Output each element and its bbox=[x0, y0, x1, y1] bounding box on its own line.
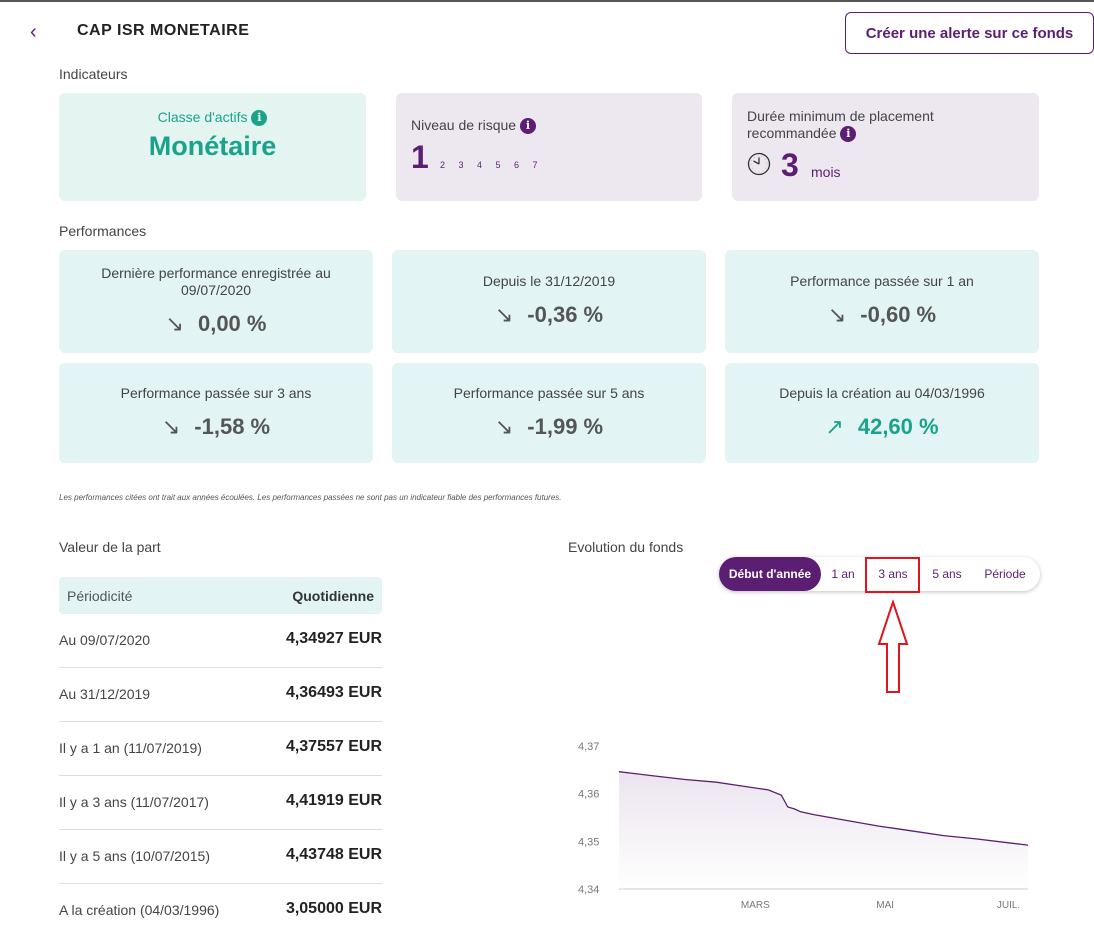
performance-value-text: -1,99 % bbox=[527, 414, 604, 439]
performance-label: Depuis la création au 04/03/1996 bbox=[779, 385, 985, 401]
y-tick-label: 4,34 bbox=[578, 884, 599, 896]
y-tick-label: 4,36 bbox=[578, 789, 599, 801]
arrow-down-right-icon: ↘ bbox=[161, 414, 181, 439]
period-3y-button[interactable]: 3 ans bbox=[878, 567, 908, 581]
asset-class-card: Classe d'actifs i Monétaire bbox=[59, 93, 366, 201]
series-line bbox=[618, 771, 1029, 846]
create-alert-button[interactable]: Créer une alerte sur ce fonds bbox=[845, 12, 1094, 54]
performances-section-label: Performances bbox=[59, 223, 147, 239]
row-value: 4,41919 EUR bbox=[285, 792, 382, 809]
performance-value-text: -0,36 % bbox=[527, 302, 604, 327]
performance-label: Depuis le 31/12/2019 bbox=[482, 273, 616, 289]
row-label: Au 09/07/2020 bbox=[59, 632, 151, 648]
asset-class-value: Monétaire bbox=[148, 131, 277, 161]
arrow-down-right-icon: ↘ bbox=[165, 311, 184, 336]
performance-card: Depuis la création au 04/03/1996 ↗ 42,60 … bbox=[725, 363, 1039, 463]
performance-value: ↘ 0,00 % bbox=[59, 311, 373, 337]
performance-value: ↗ 42,60 % bbox=[725, 414, 1039, 440]
series-area bbox=[619, 771, 1028, 889]
row-label: Il y a 5 ans (10/07/2015) bbox=[59, 848, 210, 864]
table-row: Au 31/12/2019 4,36493 EUR bbox=[59, 668, 382, 722]
table-row: A la création (04/03/1996) 3,05000 EUR bbox=[59, 884, 382, 937]
performance-card: Dernière performance enregistrée au 09/0… bbox=[59, 250, 373, 353]
asset-class-label: Classe d'actifs bbox=[157, 109, 248, 125]
min-duration-unit: mois bbox=[811, 164, 841, 180]
arrow-down-right-icon: ↘ bbox=[827, 302, 847, 327]
risk-scale-step: 7 bbox=[532, 160, 538, 170]
performance-value-text: -1,58 % bbox=[194, 414, 271, 439]
row-label: Au 31/12/2019 bbox=[59, 686, 151, 702]
indicators-section-label: Indicateurs bbox=[59, 66, 128, 82]
performance-value-text: 0,00 % bbox=[197, 311, 267, 336]
performance-value: ↘ -1,99 % bbox=[392, 414, 706, 440]
performance-label: Performance passée sur 5 ans bbox=[453, 385, 645, 401]
row-label: Il y a 3 ans (11/07/2017) bbox=[59, 794, 209, 810]
period-custom-button[interactable]: Période bbox=[984, 567, 1026, 581]
row-value: 4,34927 EUR bbox=[285, 630, 382, 647]
performance-value: ↘ -1,58 % bbox=[59, 414, 373, 440]
arrow-down-right-icon: ↘ bbox=[494, 414, 514, 439]
performance-card: Performance passée sur 5 ans ↘ -1,99 % bbox=[392, 363, 706, 463]
performance-value-text: 42,60 % bbox=[857, 414, 939, 439]
performance-disclaimer: Les performances citées ont trait aux an… bbox=[59, 493, 562, 502]
risk-scale-step: 5 bbox=[495, 160, 501, 170]
top-border bbox=[0, 0, 1094, 2]
risk-scale: 2 3 4 5 6 7 bbox=[440, 160, 551, 170]
row-label: Il y a 1 an (11/07/2019) bbox=[59, 740, 202, 756]
clock-icon bbox=[747, 152, 771, 176]
info-icon[interactable]: i bbox=[840, 126, 857, 143]
x-tick-label: MAI bbox=[876, 900, 894, 911]
table-row: Au 09/07/2020 4,34927 EUR bbox=[59, 614, 382, 668]
min-duration-value: 3 bbox=[781, 147, 799, 183]
performance-card: Performance passée sur 3 ans ↘ -1,58 % bbox=[59, 363, 373, 463]
x-tick-label: MARS bbox=[741, 900, 770, 911]
risk-level-label: Niveau de risque bbox=[411, 117, 517, 133]
min-duration-label: Durée minimum de placement recommandée bbox=[747, 108, 934, 141]
row-value: 3,05000 EUR bbox=[285, 900, 382, 917]
risk-scale-step: 6 bbox=[514, 160, 520, 170]
risk-scale-step: 3 bbox=[458, 160, 464, 170]
risk-level-card: Niveau de risque i 1 2 3 4 5 6 7 bbox=[396, 93, 702, 201]
fund-evolution-chart: 4,37 4,36 4,35 4,34 MARS MAI JUIL. bbox=[578, 741, 1029, 911]
performance-label: Dernière performance enregistrée au 09/0… bbox=[101, 265, 331, 298]
back-chevron-icon[interactable]: ‹ bbox=[30, 21, 37, 43]
y-tick-label: 4,37 bbox=[578, 741, 599, 753]
table-row: Il y a 1 an (11/07/2019) 4,37557 EUR bbox=[59, 722, 382, 776]
info-icon[interactable]: i bbox=[251, 110, 268, 127]
table-row: Il y a 3 ans (11/07/2017) 4,41919 EUR bbox=[59, 776, 382, 830]
arrow-down-right-icon: ↘ bbox=[494, 302, 514, 327]
highlight-box bbox=[865, 557, 920, 593]
performance-card: Depuis le 31/12/2019 ↘ -0,36 % bbox=[392, 250, 706, 353]
periodicity-value: Quotidienne bbox=[292, 588, 374, 604]
y-tick-label: 4,35 bbox=[578, 836, 599, 848]
risk-level-value: 1 bbox=[411, 139, 429, 175]
periodicity-label: Périodicité bbox=[67, 588, 133, 604]
row-value: 4,37557 EUR bbox=[285, 738, 382, 755]
table-row: Il y a 5 ans (10/07/2015) 4,43748 EUR bbox=[59, 830, 382, 884]
performance-card: Performance passée sur 1 an ↘ -0,60 % bbox=[725, 250, 1039, 353]
period-ytd-button[interactable]: Début d'année bbox=[719, 557, 821, 591]
min-duration-card: Durée minimum de placement recommandée i… bbox=[732, 93, 1039, 201]
fund-evolution-title: Evolution du fonds bbox=[568, 539, 684, 555]
row-value: 4,43748 EUR bbox=[285, 846, 382, 863]
share-value-title: Valeur de la part bbox=[59, 539, 161, 555]
period-5y-button[interactable]: 5 ans bbox=[932, 567, 962, 581]
row-label: A la création (04/03/1996) bbox=[59, 902, 220, 918]
row-value: 4,36493 EUR bbox=[285, 684, 382, 701]
share-value-header: Périodicité Quotidienne bbox=[59, 577, 382, 614]
performance-label: Performance passée sur 1 an bbox=[790, 273, 974, 289]
performance-value: ↘ -0,36 % bbox=[392, 302, 706, 328]
performance-label: Performance passée sur 3 ans bbox=[120, 385, 312, 401]
up-arrow-annotation-icon bbox=[877, 600, 909, 693]
x-tick-label: JUIL. bbox=[997, 900, 1020, 911]
page-title: CAP ISR MONETAIRE bbox=[77, 22, 250, 39]
performance-value-text: -0,60 % bbox=[860, 302, 937, 327]
period-selector: Début d'année 1 an 3 ans 5 ans Période bbox=[719, 557, 1040, 591]
performance-value: ↘ -0,60 % bbox=[725, 302, 1039, 328]
risk-scale-step: 4 bbox=[477, 160, 483, 170]
risk-scale-step: 2 bbox=[440, 160, 446, 170]
info-icon[interactable]: i bbox=[519, 118, 536, 135]
arrow-up-right-icon: ↗ bbox=[825, 414, 844, 439]
period-1y-button[interactable]: 1 an bbox=[831, 567, 855, 581]
